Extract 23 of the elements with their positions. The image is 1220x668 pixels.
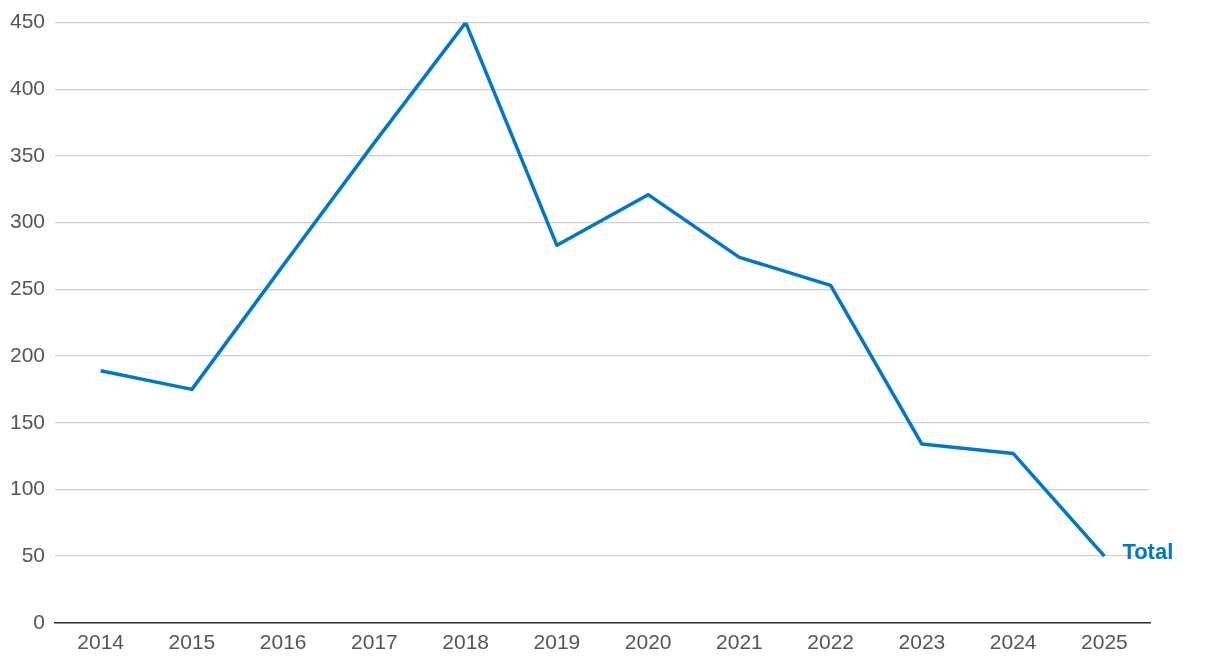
x-tick-label: 2024 (989, 630, 1037, 654)
y-tick-label: 0 (33, 609, 46, 633)
x-tick-label: 2021 (716, 630, 763, 654)
series-label: Total (1122, 539, 1174, 565)
y-tick-label: 100 (9, 476, 46, 500)
y-tick-label: 450 (9, 9, 46, 33)
x-tick-label: 2020 (624, 630, 672, 654)
y-tick-label: 150 (9, 409, 46, 433)
x-tick-label: 2015 (168, 630, 216, 654)
x-tick-label: 2022 (807, 630, 854, 654)
y-tick-label: 350 (9, 142, 46, 166)
y-tick-label: 300 (9, 209, 46, 233)
x-tick-label: 2025 (1081, 630, 1128, 654)
x-tick-label: 2023 (898, 630, 946, 654)
x-tick-label: 2017 (351, 630, 398, 654)
y-tick-label: 200 (9, 342, 46, 366)
y-tick-label: 400 (9, 76, 46, 100)
x-tick-label: 2014 (77, 630, 125, 654)
x-tick-label: 2016 (259, 630, 307, 654)
y-tick-label: 50 (21, 542, 46, 566)
y-tick-label: 250 (9, 276, 46, 300)
x-tick-label: 2019 (533, 630, 581, 654)
x-tick-label: 2018 (442, 630, 490, 654)
